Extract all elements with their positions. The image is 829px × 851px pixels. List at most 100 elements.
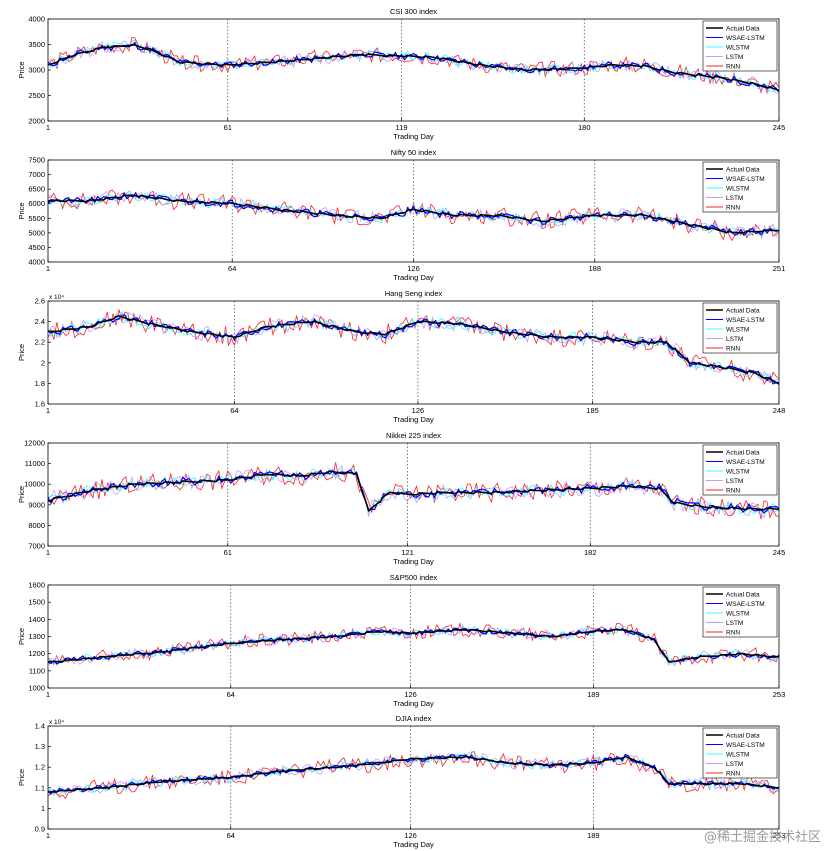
- legend-label: WLSTM: [726, 44, 749, 51]
- series-line-wsae-lstm: [48, 41, 779, 93]
- chart-panel-2: Nifty 50 index 4000 4500 5000 5500 6000 6500 70…: [17, 148, 785, 282]
- series-point-wsae-lstm: [81, 655, 84, 658]
- series-point-wsae-lstm: [83, 488, 85, 491]
- series-point-wsae-lstm: [450, 217, 453, 220]
- series-point-wsae-lstm: [213, 203, 216, 205]
- series-point-wsae-lstm: [643, 217, 646, 219]
- series-point-wsae-lstm: [760, 656, 763, 659]
- y-tick-label: 4000: [28, 258, 45, 267]
- series-point-wsae-lstm: [622, 482, 625, 484]
- series-line-actual-data: [48, 470, 779, 512]
- series-point-wsae-lstm: [168, 777, 171, 780]
- series-point-wsae-lstm: [478, 488, 481, 491]
- series-point-wsae-lstm: [496, 64, 499, 66]
- series-point-wsae-lstm: [366, 334, 369, 336]
- plot-area: [47, 725, 780, 830]
- series-point-wsae-lstm: [233, 338, 236, 341]
- series-point-wsae-lstm: [82, 324, 85, 327]
- series-point-wsae-lstm: [748, 228, 751, 231]
- series-point-wsae-lstm: [231, 199, 234, 202]
- series-point-wsae-lstm: [262, 64, 265, 66]
- series-point-wsae-lstm: [334, 634, 337, 636]
- series-point-wsae-lstm: [508, 633, 511, 636]
- x-axis-label: Trading Day: [393, 273, 434, 282]
- series-point-wsae-lstm: [371, 219, 374, 221]
- legend-label: RNN: [726, 629, 740, 636]
- series-point-wsae-lstm: [126, 197, 128, 200]
- series-point-wsae-lstm: [273, 772, 276, 774]
- series-point-wsae-lstm: [421, 633, 424, 636]
- x-tick-label: 1: [46, 406, 50, 415]
- series-point-wsae-lstm: [613, 66, 616, 69]
- series-point-wsae-lstm: [586, 633, 589, 636]
- series-point-wsae-lstm: [235, 62, 238, 65]
- series-point-wsae-lstm: [160, 649, 163, 651]
- series-point-wsae-lstm: [538, 216, 541, 219]
- series-line-wlstm: [48, 40, 779, 92]
- legend-box: [702, 20, 778, 72]
- series-point-wsae-lstm: [529, 222, 532, 225]
- series-point-wsae-lstm: [468, 212, 470, 215]
- series-point-wsae-lstm: [282, 768, 284, 771]
- series-point-wsae-lstm: [682, 660, 685, 662]
- series-point-wsae-lstm: [650, 338, 653, 341]
- series-point-wsae-lstm: [186, 777, 189, 779]
- legend-label: WSAE-LSTM: [726, 742, 765, 749]
- series-point-wsae-lstm: [273, 641, 276, 644]
- chart-title: CSI 300 index: [390, 7, 437, 16]
- y-exponent-label: x 10⁴: [49, 294, 64, 301]
- series-point-wsae-lstm: [205, 204, 207, 207]
- series-point-wsae-lstm: [110, 483, 112, 486]
- series-point-wsae-lstm: [503, 213, 505, 216]
- y-tick-label: 10000: [24, 480, 45, 489]
- series-point-wsae-lstm: [569, 632, 571, 634]
- series-point-wsae-lstm: [421, 760, 424, 763]
- x-tick-label: 251: [773, 264, 786, 273]
- series-point-wsae-lstm: [730, 503, 732, 506]
- series-point-wsae-lstm: [119, 483, 121, 486]
- legend-label: WSAE-LSTM: [726, 317, 765, 324]
- legend-label: WLSTM: [726, 610, 749, 617]
- series-point-wsae-lstm: [476, 217, 479, 220]
- series-point-wsae-lstm: [271, 58, 274, 61]
- series-point-wsae-lstm: [473, 324, 476, 327]
- x-tick-label: 189: [587, 690, 600, 699]
- series-point-wsae-lstm: [379, 52, 382, 55]
- series-point-wsae-lstm: [163, 54, 166, 56]
- y-tick-label: 1.4: [35, 722, 45, 731]
- series-point-wsae-lstm: [203, 775, 206, 778]
- legend: Actual Data WSAE-LSTM WLSTM LSTM RNN: [702, 20, 778, 72]
- series-point-wsae-lstm: [386, 759, 389, 762]
- series-point-wsae-lstm: [766, 379, 769, 381]
- series-point-wsae-lstm: [415, 54, 418, 57]
- legend-label: WSAE-LSTM: [726, 459, 765, 466]
- x-tick-label: 119: [396, 123, 408, 132]
- legend-label: Actual Data: [726, 449, 760, 456]
- y-tick-label: 4000: [28, 15, 45, 24]
- y-tick-label: 1300: [28, 632, 45, 641]
- series-point-wsae-lstm: [568, 69, 571, 71]
- series-point-wsae-lstm: [199, 481, 202, 484]
- series-point-wsae-lstm: [451, 490, 454, 493]
- x-tick-label: 126: [404, 831, 417, 840]
- legend-box: [702, 444, 778, 496]
- legend-label: WSAE-LSTM: [726, 35, 765, 42]
- y-axis-label: Price: [17, 61, 26, 78]
- series-point-wsae-lstm: [199, 65, 202, 67]
- legend-label: Actual Data: [726, 591, 760, 598]
- series-point-wsae-lstm: [398, 214, 400, 217]
- series-point-wsae-lstm: [725, 655, 728, 657]
- series-point-wsae-lstm: [713, 367, 715, 370]
- series-point-wsae-lstm: [257, 208, 260, 211]
- series-point-wsae-lstm: [375, 334, 378, 336]
- series-point-wsae-lstm: [55, 662, 58, 665]
- series-point-wsae-lstm: [582, 213, 584, 216]
- series-point-wsae-lstm: [534, 636, 537, 639]
- series-point-wsae-lstm: [125, 786, 128, 789]
- series-point-wsae-lstm: [505, 68, 508, 71]
- y-tick-label: 1.6: [35, 400, 45, 409]
- series-point-wsae-lstm: [195, 644, 197, 647]
- series-point-wsae-lstm: [362, 218, 365, 221]
- series-point-wsae-lstm: [411, 325, 413, 328]
- chart-panel-4: Nikkei 225 index700080009000100001100012…: [17, 431, 785, 566]
